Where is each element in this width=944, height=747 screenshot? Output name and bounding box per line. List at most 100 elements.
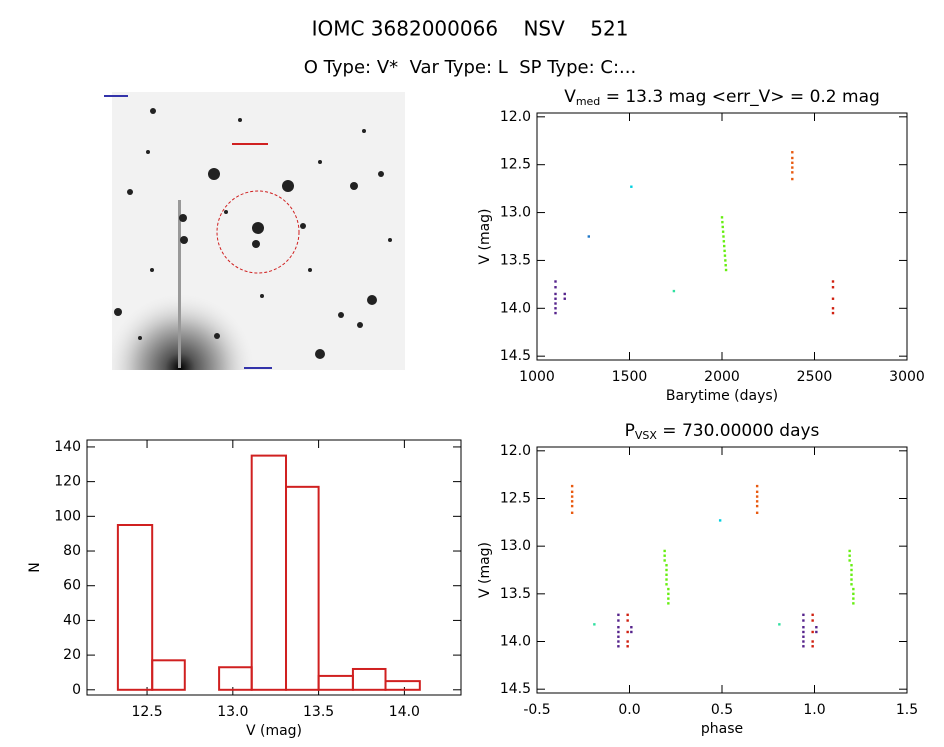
y-tick-label: 13.0 bbox=[500, 205, 531, 221]
data-point bbox=[850, 583, 853, 586]
data-point bbox=[672, 289, 676, 293]
data-point bbox=[626, 640, 629, 643]
data-point bbox=[554, 311, 557, 315]
star-field-image bbox=[104, 92, 405, 370]
data-point bbox=[626, 630, 629, 634]
plot-frame bbox=[536, 112, 908, 361]
x-tick-label: 3000 bbox=[889, 369, 925, 385]
data-point bbox=[626, 613, 629, 617]
x-tick-label: 1000 bbox=[519, 369, 555, 385]
x-tick-label: 12.5 bbox=[131, 704, 162, 720]
data-point bbox=[811, 619, 814, 622]
chart-title-rest: = 730.00000 days bbox=[657, 421, 820, 441]
chart-title-rest: = 13.3 mag <err_V> = 0.2 mag bbox=[600, 87, 880, 107]
data-point bbox=[724, 264, 727, 267]
y-axis-label: N bbox=[27, 562, 43, 572]
data-point bbox=[848, 559, 851, 562]
data-point bbox=[626, 619, 629, 622]
y-tick-label: 100 bbox=[54, 508, 81, 524]
data-point bbox=[722, 240, 726, 243]
data-point bbox=[791, 161, 794, 164]
histogram-bar bbox=[384, 680, 421, 691]
data-point bbox=[617, 645, 620, 648]
data-point bbox=[802, 640, 805, 643]
data-point bbox=[755, 504, 759, 508]
y-axis-label: V (mag) bbox=[477, 208, 493, 264]
chart-title-subscript: med bbox=[576, 95, 600, 108]
y-tick-label: 40 bbox=[63, 612, 81, 628]
data-point bbox=[815, 626, 818, 629]
data-point bbox=[665, 583, 668, 586]
y-tick-label: 13.5 bbox=[500, 586, 531, 602]
data-point bbox=[663, 549, 666, 553]
chart-title-main: V bbox=[564, 87, 576, 107]
data-point bbox=[811, 640, 814, 643]
data-point bbox=[721, 225, 724, 229]
data-point bbox=[791, 171, 794, 174]
data-point bbox=[718, 519, 722, 522]
data-point bbox=[815, 630, 818, 634]
data-point bbox=[811, 630, 814, 634]
data-point bbox=[721, 220, 724, 224]
data-point bbox=[850, 568, 853, 572]
x-tick-label: 14.0 bbox=[389, 704, 420, 720]
data-point bbox=[667, 587, 670, 591]
data-point bbox=[831, 297, 835, 300]
data-point bbox=[554, 307, 557, 310]
y-tick-label: 60 bbox=[63, 578, 81, 594]
data-point bbox=[802, 645, 805, 648]
data-point bbox=[852, 597, 855, 600]
y-tick-label: 140 bbox=[54, 439, 81, 455]
data-point bbox=[570, 484, 574, 488]
data-point bbox=[802, 630, 805, 634]
data-point bbox=[667, 602, 670, 605]
data-point bbox=[617, 626, 620, 629]
x-axis-label: Barytime (days) bbox=[666, 388, 778, 404]
page-subtitle: O Type: V* Var Type: L SP Type: C:... bbox=[304, 57, 636, 78]
data-point bbox=[791, 156, 794, 160]
y-tick-label: 12.5 bbox=[500, 157, 531, 173]
data-point bbox=[720, 216, 724, 219]
data-point bbox=[563, 297, 566, 300]
chart-title: Vmed = 13.3 mag <err_V> = 0.2 mag bbox=[564, 87, 880, 108]
data-point bbox=[831, 280, 835, 283]
y-tick-label: 12.0 bbox=[500, 109, 531, 125]
data-point bbox=[722, 235, 725, 238]
data-point bbox=[831, 286, 835, 289]
data-point bbox=[755, 511, 759, 514]
data-point bbox=[630, 185, 633, 188]
x-tick-label: 0.5 bbox=[711, 702, 733, 718]
data-point bbox=[665, 564, 668, 567]
y-tick-label: 120 bbox=[54, 474, 81, 490]
x-tick-label: 0.0 bbox=[618, 702, 640, 718]
data-point bbox=[630, 626, 633, 629]
y-tick-label: 14.5 bbox=[500, 681, 531, 697]
data-point bbox=[724, 259, 727, 262]
data-point bbox=[570, 490, 574, 494]
y-tick-label: 20 bbox=[63, 647, 81, 663]
histogram-bar bbox=[285, 485, 320, 691]
data-point bbox=[570, 511, 574, 514]
data-point bbox=[852, 592, 855, 596]
data-point bbox=[617, 613, 620, 617]
data-point bbox=[663, 559, 666, 562]
data-point bbox=[570, 504, 574, 508]
x-tick-label: 1.5 bbox=[896, 702, 918, 718]
data-point bbox=[724, 268, 728, 272]
x-tick-label: -0.5 bbox=[523, 702, 550, 718]
y-tick-label: 13.5 bbox=[500, 252, 531, 268]
y-tick-label: 13.0 bbox=[500, 538, 531, 554]
data-point bbox=[802, 613, 805, 617]
data-point bbox=[663, 554, 666, 557]
y-tick-label: 14.0 bbox=[500, 300, 531, 316]
histogram-bar bbox=[151, 659, 186, 691]
chart-title-main: P bbox=[625, 421, 635, 441]
y-tick-label: 14.0 bbox=[500, 634, 531, 650]
data-point bbox=[755, 500, 759, 503]
plot-frame bbox=[536, 446, 908, 694]
data-point bbox=[802, 635, 805, 638]
data-point bbox=[802, 619, 805, 622]
data-point bbox=[850, 573, 853, 576]
data-point bbox=[850, 564, 853, 567]
